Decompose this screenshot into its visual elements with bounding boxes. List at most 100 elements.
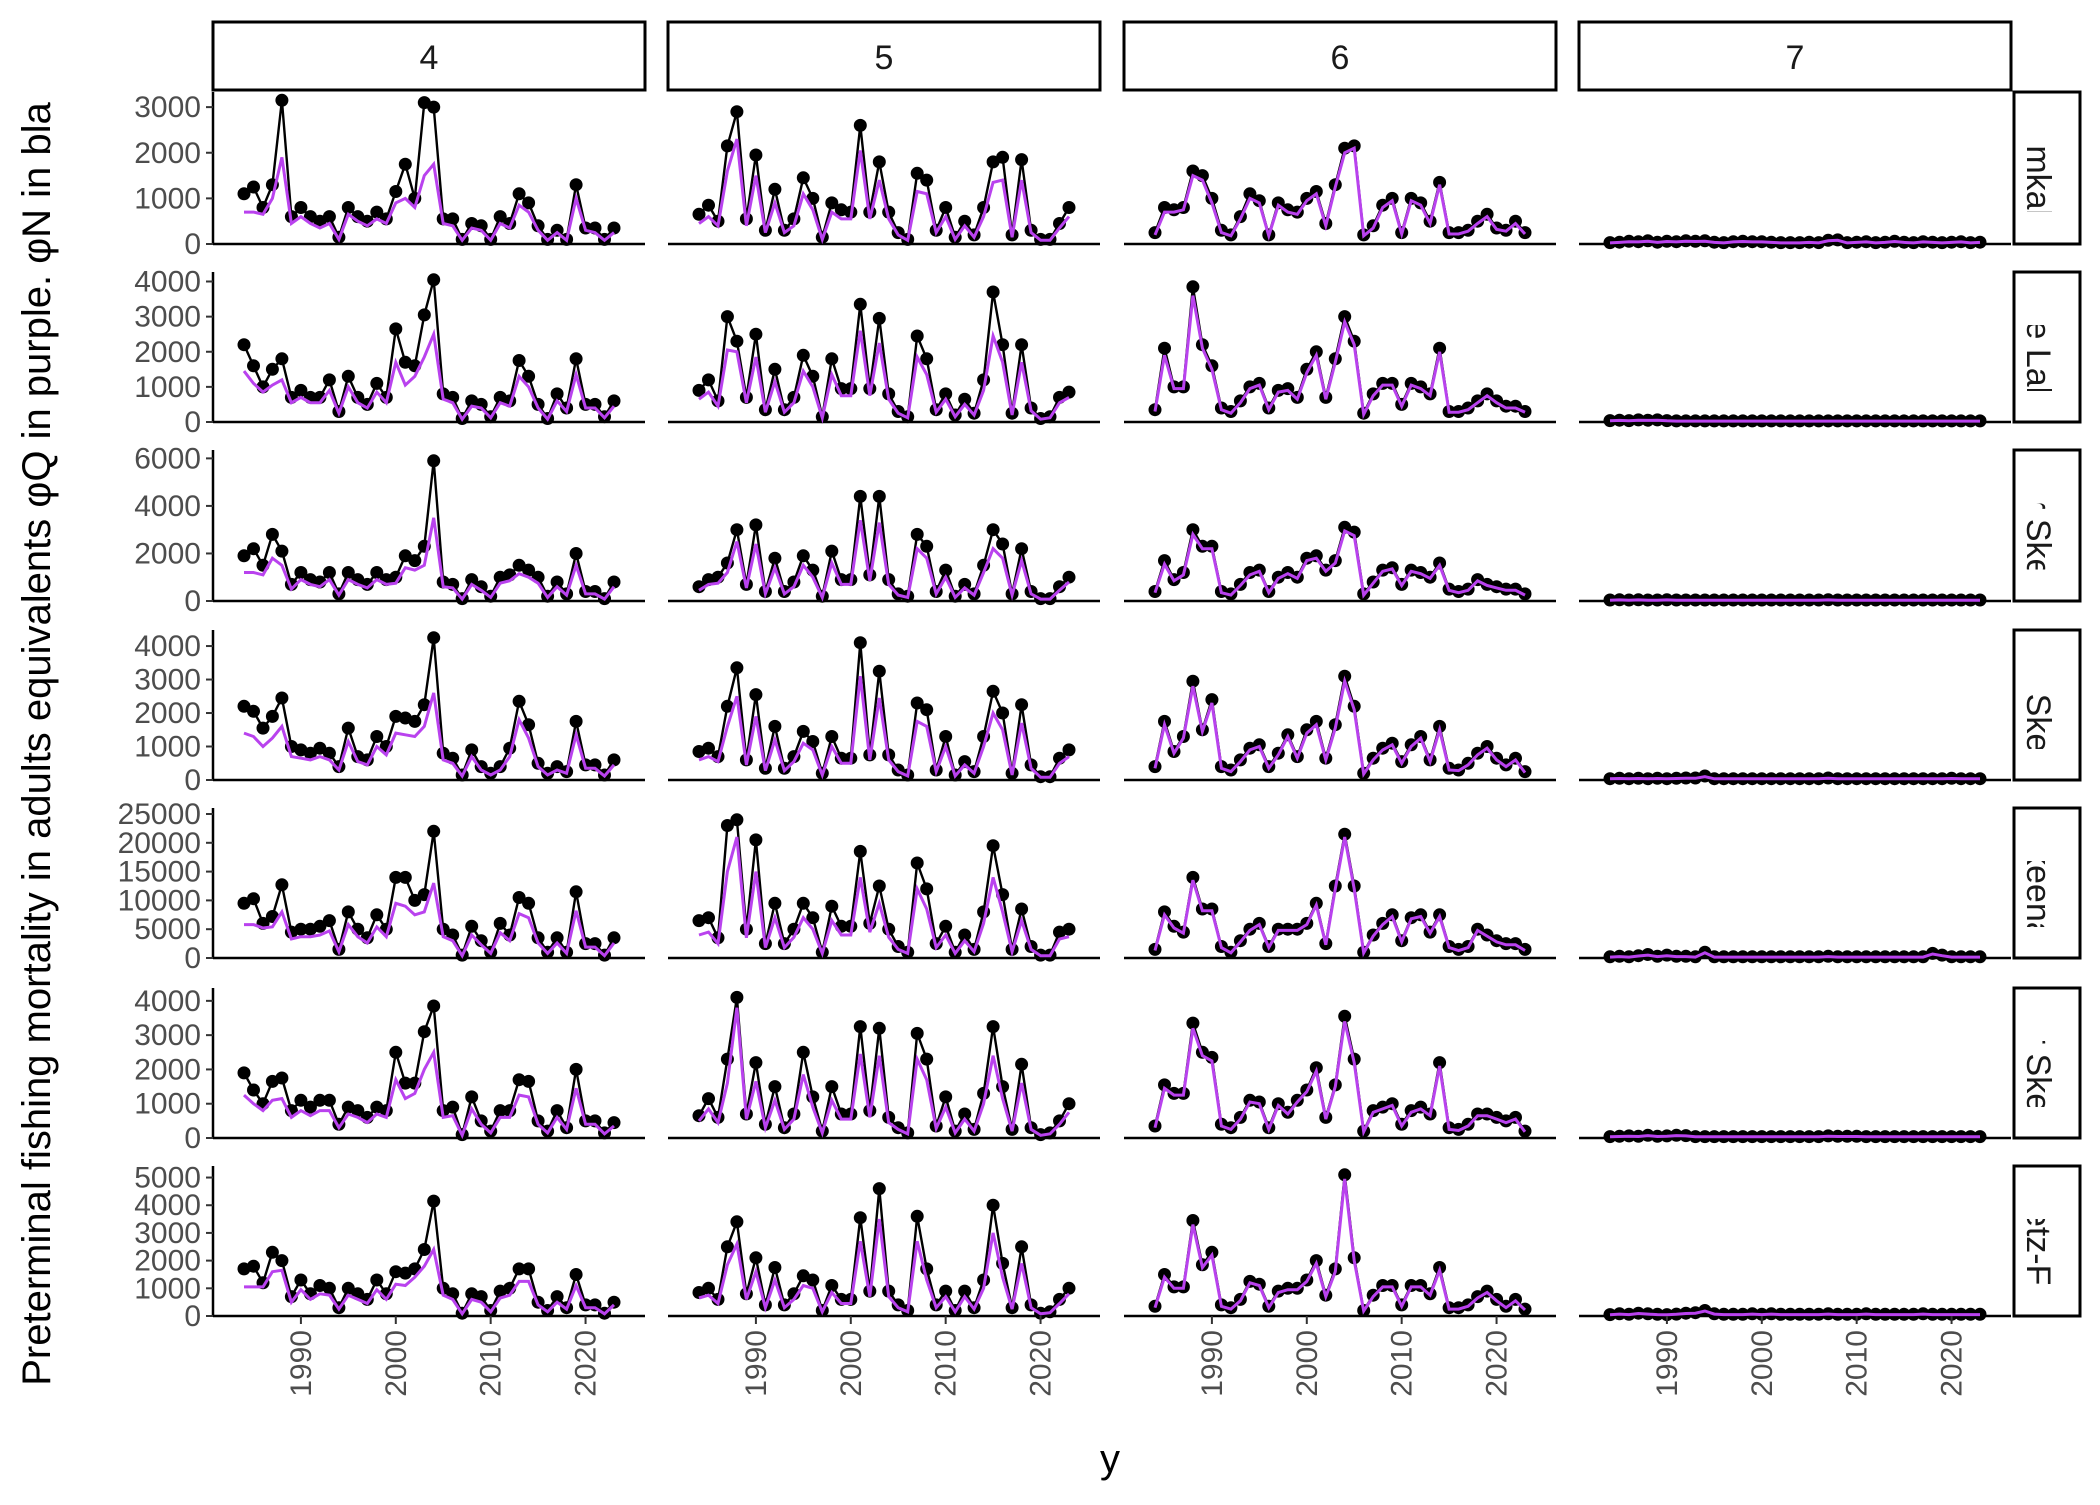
data-point-phi-N (342, 905, 355, 918)
data-point-phi-N (768, 1261, 781, 1274)
data-point-phi-N (1063, 1282, 1076, 1295)
data-point-phi-N (247, 892, 260, 905)
data-point-phi-N (275, 1072, 288, 1085)
data-point-phi-N (920, 540, 933, 553)
data-point-phi-N (702, 199, 715, 212)
y-tick-label: 6000 (134, 442, 201, 475)
data-point-phi-N (749, 688, 762, 701)
data-point-phi-N (427, 454, 440, 467)
data-point-phi-N (987, 839, 1000, 852)
data-point-phi-N (1186, 1017, 1199, 1030)
data-point-phi-N (797, 897, 810, 910)
data-point-phi-N (389, 185, 402, 198)
y-tick-label: 4000 (134, 630, 201, 663)
data-point-phi-N (513, 695, 526, 708)
data-point-phi-N (1186, 280, 1199, 293)
data-point-phi-N (570, 352, 583, 365)
y-tick-label: 0 (184, 1122, 201, 1155)
data-point-phi-N (370, 730, 383, 743)
series-line-phi-Q (244, 1052, 614, 1135)
x-tick-label: 1990 (740, 1330, 773, 1397)
y-tick-label: 3000 (134, 91, 201, 124)
x-tick-label: 2000 (1291, 1330, 1324, 1397)
data-point-phi-N (854, 298, 867, 311)
data-point-phi-N (987, 286, 1000, 299)
panel-3-7 (1579, 770, 2011, 786)
x-tick-label: 2000 (835, 1330, 868, 1397)
data-point-phi-N (730, 1215, 743, 1228)
data-point-phi-N (238, 338, 251, 351)
y-tick-label: 3000 (134, 301, 201, 334)
data-point-phi-N (797, 1046, 810, 1059)
data-point-phi-N (911, 528, 924, 541)
y-tick-label: 5000 (134, 913, 201, 946)
x-tick-label: 2020 (570, 1330, 603, 1397)
data-point-phi-N (275, 545, 288, 558)
data-point-phi-N (721, 139, 734, 152)
data-point-phi-N (275, 94, 288, 107)
data-point-phi-N (570, 1268, 583, 1281)
data-point-phi-N (1158, 342, 1171, 355)
column-strip-label: 5 (875, 39, 894, 77)
panel-0-5 (668, 105, 1100, 246)
data-point-phi-N (873, 880, 886, 893)
y-tick-label: 4000 (134, 266, 201, 299)
y-tick-label: 1000 (134, 1088, 201, 1121)
data-point-phi-N (825, 1080, 838, 1093)
data-point-phi-N (911, 1027, 924, 1040)
series-line-phi-N (1155, 146, 1525, 235)
data-point-phi-N (987, 1020, 1000, 1033)
data-point-phi-N (323, 1094, 336, 1107)
data-point-phi-N (570, 547, 583, 560)
panel-2-4 (213, 454, 645, 605)
y-tick-label: 15000 (118, 856, 201, 889)
y-tick-label: 0 (184, 585, 201, 618)
data-point-phi-N (294, 201, 307, 214)
series-line-phi-Q (244, 518, 614, 599)
data-point-phi-N (418, 1025, 431, 1038)
column-strip-label: 6 (1331, 39, 1350, 77)
data-point-phi-N (570, 885, 583, 898)
y-tick-label: 2000 (134, 537, 201, 570)
y-tick-label: 2000 (134, 697, 201, 730)
data-point-phi-N (1015, 153, 1028, 166)
data-point-phi-N (854, 1211, 867, 1224)
data-point-phi-N (920, 174, 933, 187)
data-point-phi-N (399, 871, 412, 884)
data-point-phi-N (854, 119, 867, 132)
data-point-phi-N (608, 576, 621, 589)
data-point-phi-N (987, 1199, 1000, 1212)
data-point-phi-N (275, 1254, 288, 1267)
data-point-phi-N (275, 878, 288, 891)
data-point-phi-N (1015, 1058, 1028, 1071)
data-point-phi-N (939, 920, 952, 933)
data-point-phi-N (1063, 923, 1076, 936)
data-point-phi-N (247, 359, 260, 372)
y-tick-label: 10000 (118, 884, 201, 917)
data-point-phi-N (1063, 743, 1076, 756)
series-line-phi-Q (1155, 1179, 1525, 1311)
data-point-phi-N (1015, 698, 1028, 711)
series-line-phi-Q (244, 334, 614, 419)
data-point-phi-N (247, 705, 260, 718)
data-point-phi-N (446, 1101, 459, 1114)
data-point-phi-N (825, 730, 838, 743)
panel-0-4 (213, 94, 645, 246)
data-point-phi-N (608, 931, 621, 944)
data-point-phi-N (911, 1210, 924, 1223)
y-tick-label: 0 (184, 228, 201, 261)
data-point-phi-N (730, 105, 743, 118)
data-point-phi-N (427, 1195, 440, 1208)
data-point-phi-N (873, 665, 886, 678)
x-tick-label: 2020 (1025, 1330, 1058, 1397)
data-point-phi-N (370, 1274, 383, 1287)
data-point-phi-N (996, 538, 1009, 551)
y-tick-label: 0 (184, 942, 201, 975)
data-point-phi-N (266, 363, 279, 376)
data-point-phi-N (987, 685, 1000, 698)
